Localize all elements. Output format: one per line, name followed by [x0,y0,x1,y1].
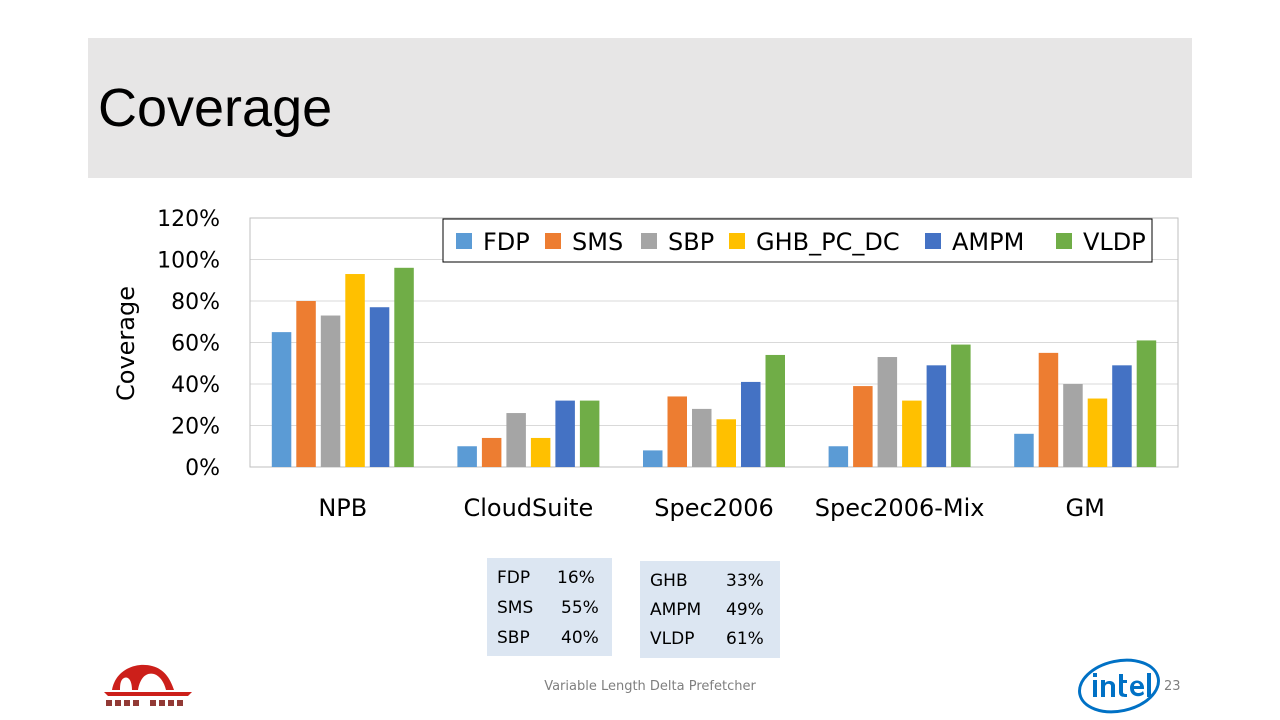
legend-label: GHB_PC_DC [756,228,900,256]
callout-label: GHB [650,571,688,591]
intel-logo [1078,658,1160,714]
legend-swatch [545,233,561,249]
bar-sbp-gm [1063,384,1083,467]
x-tick-label: NPB [318,494,367,522]
callout-label: VLDP [650,629,695,649]
x-tick-label: GM [1066,494,1105,522]
bar-fdp-spec2006-mix [828,446,849,467]
callout-value: 61% [726,629,764,649]
title-bar: Coverage [88,38,1192,178]
y-tick-label: 60% [171,332,220,357]
callout-value: 49% [726,600,764,620]
bar-fdp-cloudsuite [457,446,477,467]
legend-label: FDP [483,228,530,256]
bar-ampm-gm [1112,365,1132,467]
gm-callout-right: GHB 33% AMPM 49% VLDP 61% [640,561,780,658]
legend-swatch [1056,233,1072,249]
bar-ghb-pc-dc-npb [345,274,365,467]
y-tick-label: 100% [157,249,220,274]
bar-sbp-npb [320,315,341,467]
legend-label: SMS [572,228,623,256]
legend-swatch [925,233,941,249]
coverage-bar-chart: 0% 20% 40% 60% 80% 100% 120% Coverage NPB CloudSu… [112,207,1179,522]
y-tick-label: 40% [171,373,220,398]
callout-value: 33% [726,571,764,591]
bar-fdp-spec2006 [643,450,663,467]
bar-ampm-cloudsuite [555,400,575,467]
bar-vldp-spec2006-mix [951,344,971,467]
legend [442,218,1153,263]
legend-label: AMPM [952,228,1024,256]
bar-sbp-spec2006 [692,408,712,467]
bar-ampm-spec2006-mix [926,365,947,467]
bar-ghb-pc-dc-spec2006 [716,419,736,467]
bar-vldp-spec2006 [765,354,785,467]
footer-text: Variable Length Delta Prefetcher [544,679,756,694]
bar-fdp-npb [271,332,292,467]
page-number: 23 [1164,679,1181,694]
callout-label: SBP [497,628,530,648]
y-axis-label: Coverage [112,286,140,401]
gm-callout-left: FDP 16% SMS 55% SBP 40% [487,558,612,656]
slide-title: Coverage [98,78,333,138]
bar-vldp-gm [1136,340,1157,467]
bar-ghb-pc-dc-cloudsuite [530,437,551,467]
bar-ghb-pc-dc-gm [1087,398,1108,467]
x-tick-label: Spec2006-Mix [815,494,985,522]
y-tick-label: 80% [171,290,220,315]
y-tick-label: 120% [157,207,220,232]
bar-fdp-gm [1014,433,1034,467]
legend-label: SBP [668,228,714,256]
bar-sms-spec2006 [667,396,687,467]
legend-swatch [456,233,472,249]
callout-label: AMPM [650,600,702,620]
bar-sbp-spec2006-mix [877,357,898,467]
legend-label: VLDP [1083,228,1146,256]
bar-ampm-spec2006 [741,381,761,467]
bar-sbp-cloudsuite [506,413,526,467]
y-tick-label: 20% [171,415,220,440]
bar-sms-spec2006-mix [853,386,873,467]
x-tick-label: Spec2006 [654,494,774,522]
bar-sms-npb [296,301,316,467]
legend-swatch [641,233,657,249]
callout-label: FDP [497,568,531,588]
callout-value: 40% [561,628,599,648]
bar-vldp-cloudsuite [579,400,600,467]
callout-value: 55% [561,598,599,618]
bar-vldp-npb [394,267,414,467]
callout-label: SMS [497,598,534,618]
callout-value: 16% [557,568,595,588]
bar-ampm-npb [369,307,390,467]
bar-sms-cloudsuite [481,437,502,467]
bar-ghb-pc-dc-spec2006-mix [902,400,922,467]
plot-area-frame [249,217,1179,468]
y-tick-label: 0% [185,456,220,481]
x-tick-label: CloudSuite [463,494,593,522]
legend-swatch [729,233,745,249]
utah-arch-logo [102,664,194,707]
bar-sms-gm [1038,352,1059,467]
